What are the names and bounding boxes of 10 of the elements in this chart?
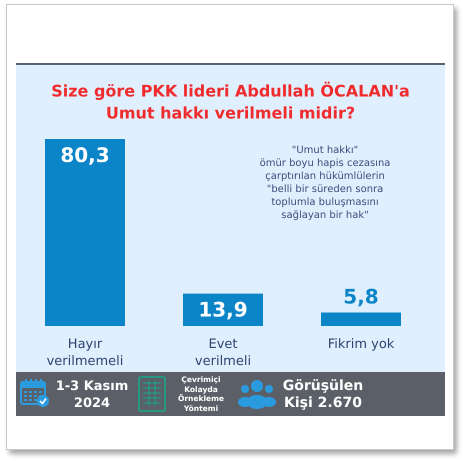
text: 1-3 Kasım 2024 [54,378,130,412]
chart-title: Size göre PKK lideri Abdullah ÖCALAN'a Umut hakkı verilmeli midir? [51,82,410,122]
data-label: 13,9 [198,298,248,322]
x-tick-label: Evet verilmeli [194,337,252,369]
x-tick-label: Hayır verilmemeli [46,337,124,369]
data-label: 80,3 [60,143,110,167]
annotation: "Umut hakkı" ömür boyu hapis cezasına çarptırılan hükümlülerin "belli bir süreden sonra toplumla buluşmasını sağlayan bir hak" [260,145,390,221]
data-label: 5,8 [343,284,379,308]
x-tick-label: Fikrim yok [328,337,395,352]
text: Görüşülen Kişi 2.670 [282,378,364,412]
